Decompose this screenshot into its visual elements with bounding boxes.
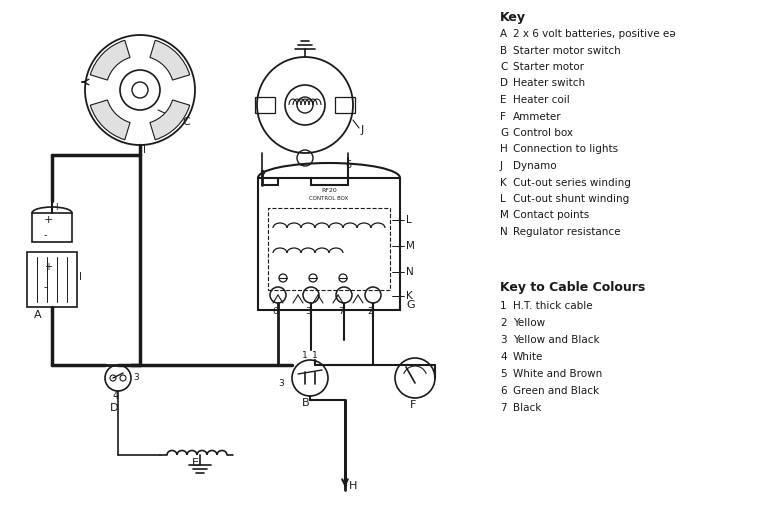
Wedge shape [90,40,130,80]
Text: Control box: Control box [513,128,573,138]
Text: Cut-out shunt winding: Cut-out shunt winding [513,194,629,204]
Text: -: - [44,230,47,240]
Text: 2 x 6 volt batteries, positive eə: 2 x 6 volt batteries, positive eə [513,29,676,39]
Text: Yellow: Yellow [513,318,545,328]
Bar [32,213,72,242]
Text: 3: 3 [500,335,507,345]
Text: Key to Cable Colours: Key to Cable Colours [500,281,645,295]
Text: H: H [349,481,357,491]
Text: 3: 3 [133,373,139,382]
Text: Regulator resistance: Regulator resistance [513,227,620,237]
Text: +: + [44,215,53,225]
Text: Cut-out series winding: Cut-out series winding [513,178,631,188]
Bar [258,178,400,310]
Text: 1: 1 [302,352,308,361]
Text: 7: 7 [500,403,507,413]
Text: 6: 6 [345,160,351,170]
Text: 4: 4 [113,391,119,401]
Text: Starter motor: Starter motor [513,62,584,72]
Text: 1: 1 [500,301,507,311]
Text: White: White [513,352,543,362]
Text: 6: 6 [500,386,507,396]
Text: J: J [500,161,503,171]
Text: H.T. thick cable: H.T. thick cable [513,301,593,311]
Text: B: B [500,46,507,55]
Text: E: E [500,95,507,105]
Wedge shape [90,100,130,140]
Text: Contact points: Contact points [513,210,589,221]
Wedge shape [150,100,190,140]
Text: K: K [500,178,507,188]
Text: E: E [191,458,198,468]
Text: Key: Key [500,11,526,24]
Bar [27,252,77,307]
Text: CONTROL BOX: CONTROL BOX [309,195,349,200]
Text: 1: 1 [312,352,318,361]
Text: C: C [500,62,507,72]
Text: 6: 6 [272,308,278,316]
Text: M: M [500,210,509,221]
Bar [335,97,355,113]
Text: A: A [34,310,42,320]
Text: Black: Black [513,403,541,413]
Text: Yellow and Black: Yellow and Black [513,335,600,345]
Text: 5: 5 [500,369,507,379]
Text: F: F [410,400,416,410]
Bar [255,97,275,113]
Text: C: C [182,117,190,127]
Text: N: N [500,227,507,237]
Text: Dynamo: Dynamo [513,161,556,171]
Bar [268,208,390,290]
Text: F: F [500,111,506,122]
Text: Heater switch: Heater switch [513,79,585,89]
Text: J: J [361,125,364,135]
Text: Connection to lights: Connection to lights [513,145,618,154]
Text: G: G [406,300,415,310]
Text: L: L [500,194,506,204]
Text: D: D [110,403,119,413]
Text: I: I [79,272,82,282]
Text: RF20: RF20 [321,188,337,193]
Text: L: L [406,215,411,225]
Text: 2: 2 [500,318,507,328]
Wedge shape [150,40,190,80]
Text: -: - [44,282,47,292]
Text: Heater coil: Heater coil [513,95,570,105]
Text: B: B [302,398,309,408]
Text: 2: 2 [367,308,373,316]
Text: N: N [406,267,414,277]
Text: I: I [143,145,146,155]
Text: A: A [500,29,507,39]
Text: 2: 2 [259,170,265,180]
Text: Starter motor switch: Starter motor switch [513,46,621,55]
Text: Green and Black: Green and Black [513,386,599,396]
Text: M: M [406,241,415,251]
Text: 3: 3 [305,308,311,316]
Text: H: H [500,145,507,154]
Text: 3: 3 [278,379,283,387]
Text: White and Brown: White and Brown [513,369,602,379]
Text: K: K [406,291,413,301]
Text: I: I [55,203,57,211]
Text: 7: 7 [338,308,344,316]
Text: G: G [500,128,508,138]
Text: 4: 4 [500,352,507,362]
Text: +: + [44,262,52,272]
Text: D: D [500,79,508,89]
Text: Ammeter: Ammeter [513,111,562,122]
